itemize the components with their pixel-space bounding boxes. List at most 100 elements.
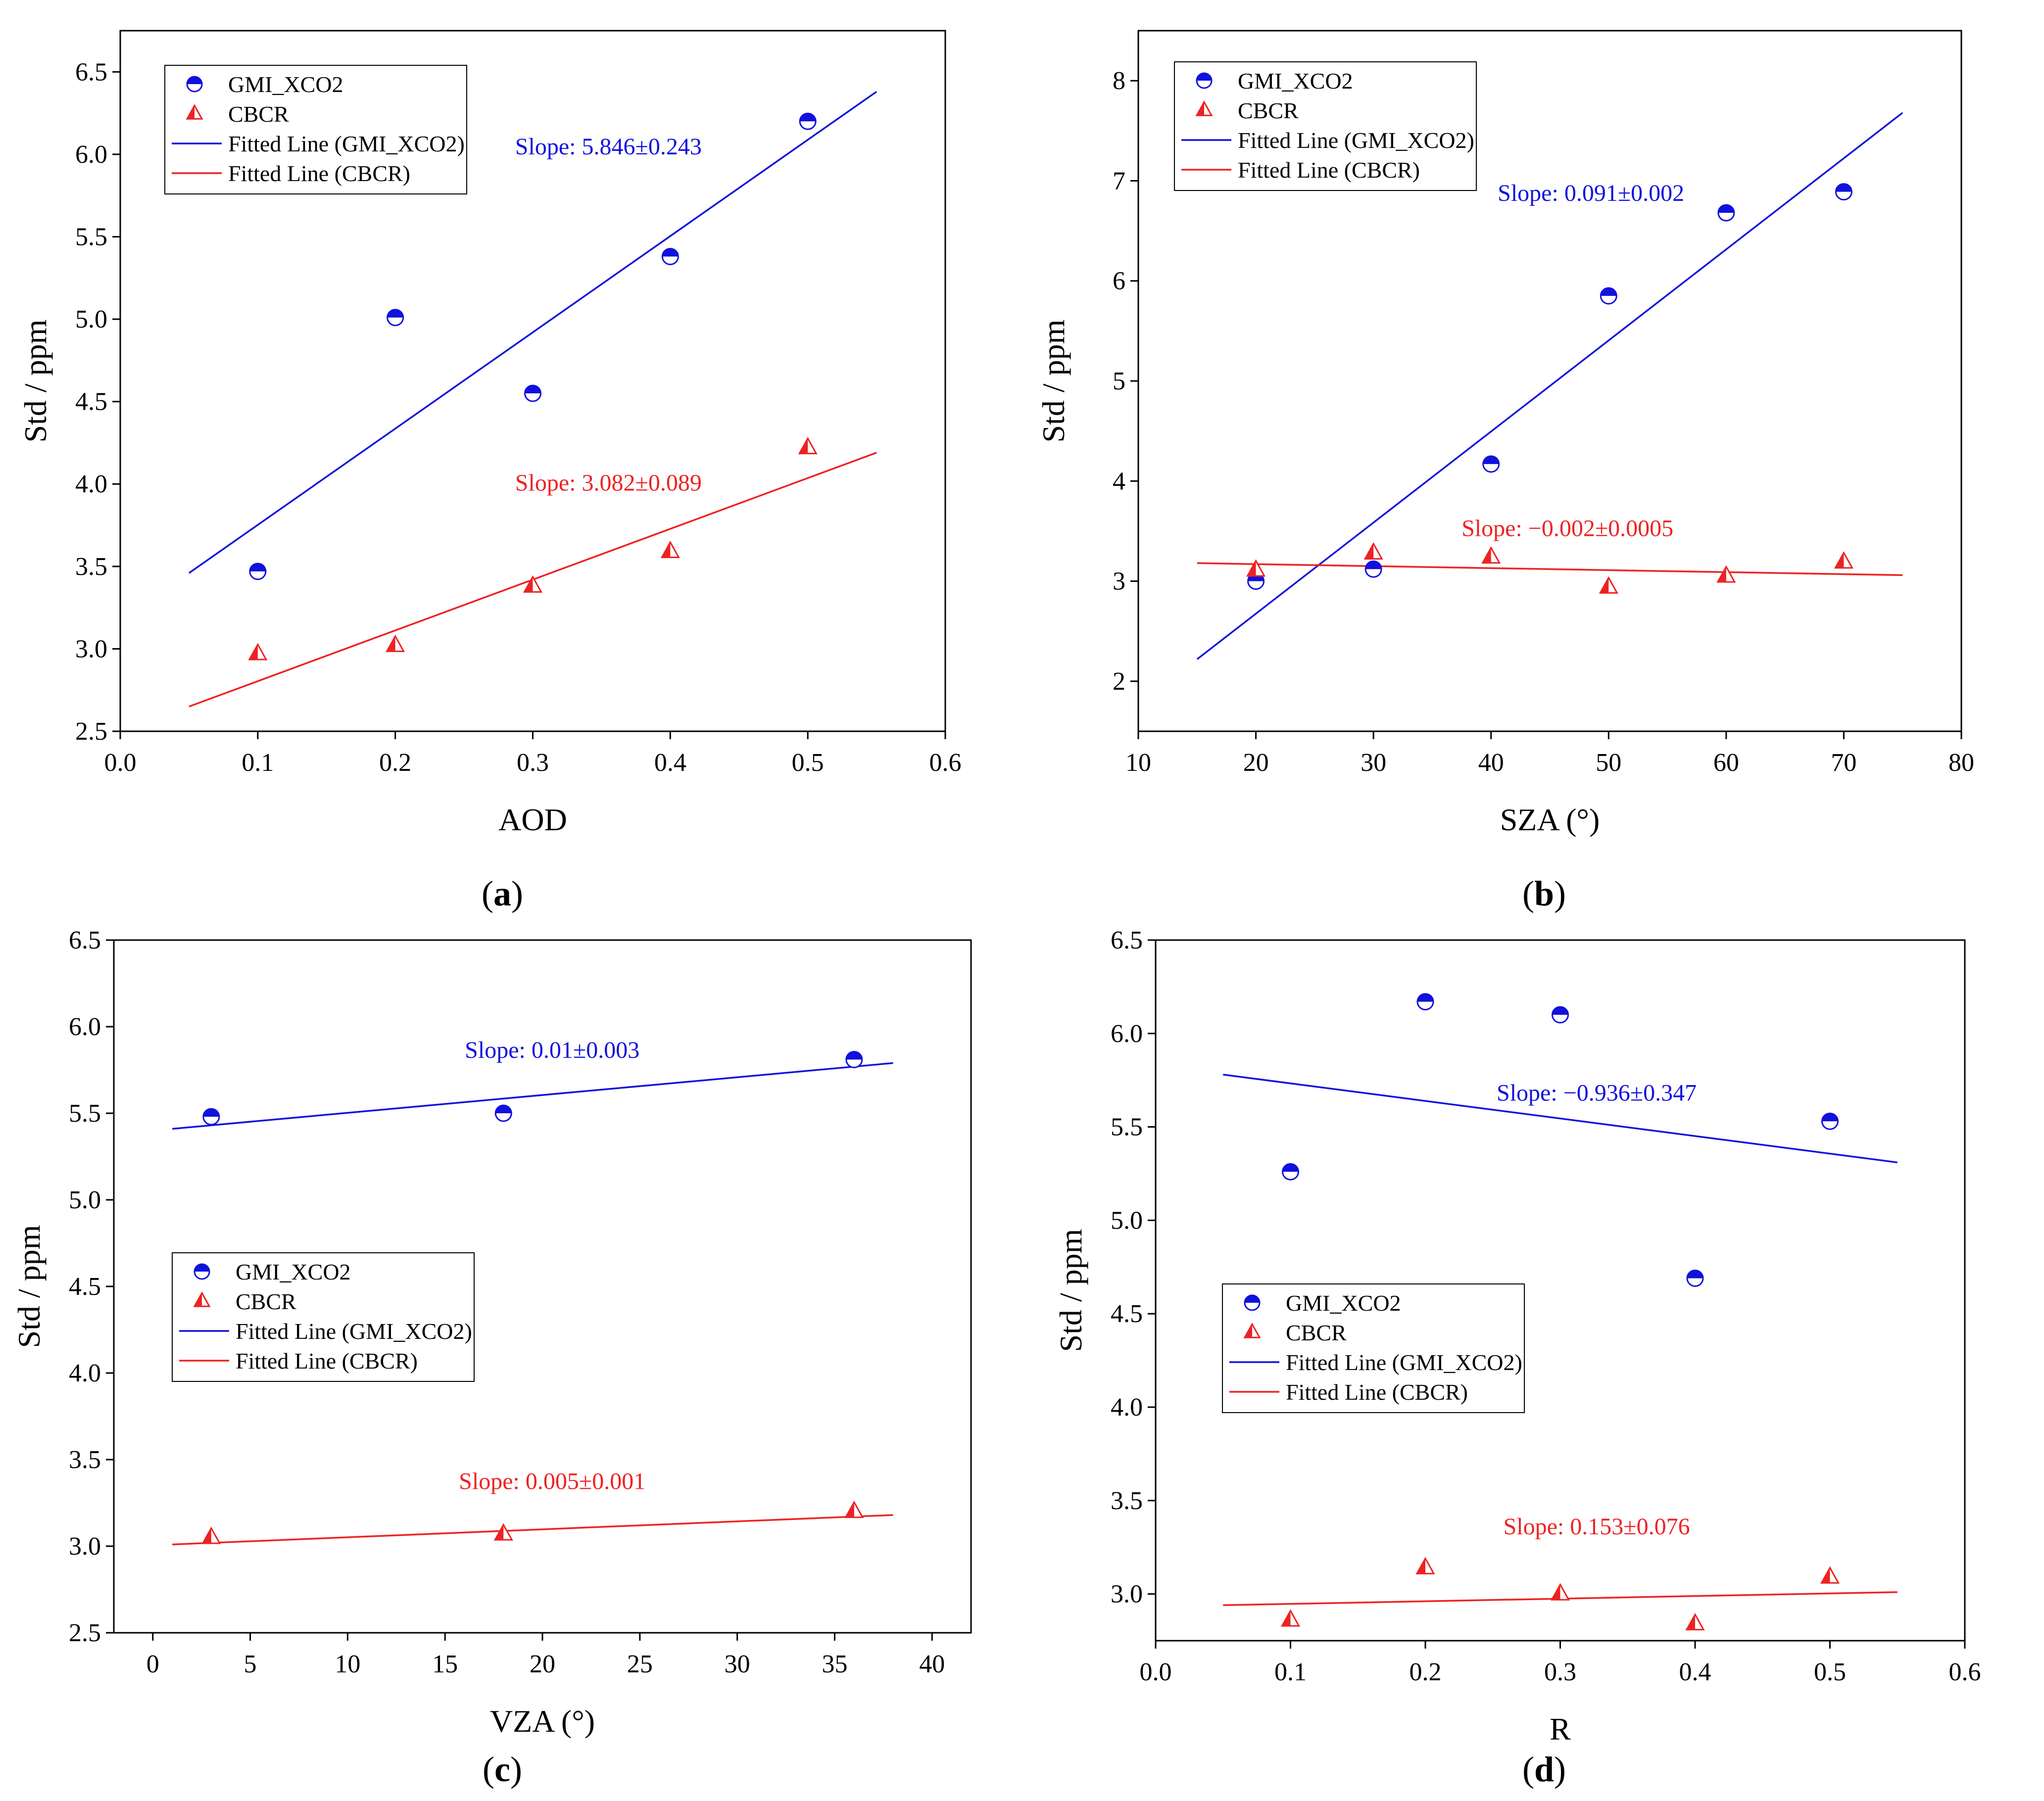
fit-line-gmi	[1223, 1074, 1898, 1164]
point-cbcr	[1550, 1583, 1570, 1601]
x-tick-label: 20	[530, 1650, 555, 1678]
x-axis-label: R	[1550, 1711, 1571, 1747]
point-gmi	[1600, 287, 1617, 305]
fit-line-gmi	[172, 1062, 893, 1130]
x-axis-label: AOD	[498, 802, 567, 837]
slope-label-cbcr: Slope: 0.153±0.076	[1504, 1514, 1690, 1540]
point-cbcr	[660, 540, 680, 558]
x-tick-label: 0.1	[1274, 1658, 1307, 1686]
y-tick-label: 4.0	[1111, 1393, 1143, 1422]
x-tick-label: 60	[1713, 749, 1739, 777]
point-cbcr	[1363, 542, 1383, 560]
panel-c: 0 5 10 15 20 25 30 35 40 2.5 3.0 3.5 4.0 4.5 5.0 5.5 6.0…	[11, 926, 972, 1789]
x-tick-label: 0.6	[929, 749, 962, 777]
point-gmi	[1717, 204, 1735, 222]
y-tick-label: 3.0	[75, 635, 107, 663]
y-axis-label: Std / ppm	[1053, 1229, 1088, 1352]
x-tick-label: 20	[1243, 749, 1269, 777]
y-tick-label: 7	[1113, 167, 1125, 195]
x-tick-label: 40	[919, 1650, 945, 1678]
legend-entry-cbcr: CBCR	[236, 1289, 296, 1314]
y-tick-label: 4.0	[69, 1359, 101, 1387]
point-cbcr	[1599, 576, 1618, 594]
x-tick-label: 0	[146, 1650, 159, 1678]
panel-caption: (c)	[483, 1750, 522, 1789]
legend-entry-fit-gmi: Fitted Line (GMI_XCO2)	[1238, 128, 1474, 153]
x-tick-label: 35	[822, 1650, 847, 1678]
x-tick-label: 0.2	[379, 749, 411, 777]
y-tick-label: 5.5	[75, 223, 107, 251]
point-gmi	[524, 384, 541, 402]
y-tick-label: 3.0	[69, 1532, 101, 1561]
legend-marker-cbcr	[186, 104, 203, 120]
fit-line-cbcr	[172, 1514, 893, 1546]
y-axis-label: Std / ppm	[18, 320, 53, 443]
legend-marker-cbcr	[1243, 1323, 1261, 1338]
legend-entry-cbcr: CBCR	[1238, 98, 1299, 123]
point-cbcr	[1246, 559, 1266, 577]
y-tick-label: 8	[1113, 67, 1125, 95]
point-cbcr	[523, 575, 543, 593]
y-axis-label: Std / ppm	[1036, 320, 1071, 443]
panel-d: 0.0 0.1 0.2 0.3 0.4 0.5 0.6 3.0 3.5 4.0 4.5 5.0 5.5 6…	[1053, 926, 1981, 1789]
slope-label-cbcr: Slope: 0.005±0.001	[459, 1469, 645, 1495]
legend-marker-gmi	[186, 76, 203, 93]
y-tick-label: 3.5	[1111, 1487, 1143, 1515]
point-cbcr	[493, 1523, 513, 1541]
y-tick-label: 6.0	[1111, 1020, 1143, 1048]
y-tick-label: 6.5	[1111, 926, 1143, 954]
point-gmi	[1364, 560, 1382, 578]
x-tick-label: 0.2	[1410, 1658, 1442, 1686]
x-tick-label: 0.4	[654, 749, 686, 777]
x-tick-label: 0.3	[1544, 1658, 1576, 1686]
legend-entry-fit-cbcr: Fitted Line (CBCR)	[1286, 1379, 1468, 1405]
x-tick-label: 40	[1478, 749, 1504, 777]
x-tick-label: 15	[432, 1650, 458, 1678]
legend-entry-gmi: GMI_XCO2	[236, 1259, 351, 1284]
y-tick-label: 5.0	[75, 305, 107, 333]
legend-marker-cbcr	[193, 1291, 211, 1307]
y-tick-label: 6.5	[69, 926, 101, 954]
x-tick-label: 0.5	[792, 749, 824, 777]
slope-label-gmi: Slope: 5.846±0.243	[515, 134, 702, 160]
legend-entry-cbcr: CBCR	[228, 101, 289, 127]
point-gmi	[1821, 1112, 1839, 1130]
x-tick-label: 30	[1361, 749, 1386, 777]
panel-caption: (a)	[482, 874, 523, 913]
x-tick-label: 50	[1596, 749, 1621, 777]
y-tick-label: 5.0	[69, 1186, 101, 1214]
legend-entry-fit-cbcr: Fitted Line (CBCR)	[236, 1348, 418, 1374]
y-tick-label: 3	[1113, 568, 1125, 596]
legend-marker-gmi	[194, 1263, 210, 1280]
legend-entry-gmi: GMI_XCO2	[1238, 68, 1353, 94]
point-gmi	[202, 1108, 220, 1126]
x-tick-label: 0.5	[1814, 1658, 1846, 1686]
fit-line-gmi	[188, 91, 877, 574]
x-tick-label: 10	[335, 1650, 360, 1678]
point-gmi	[387, 309, 404, 327]
y-tick-label: 2.5	[75, 717, 107, 746]
y-tick-label: 4.0	[75, 470, 107, 498]
point-cbcr	[248, 643, 268, 661]
point-cbcr	[1685, 1612, 1705, 1631]
y-tick-label: 6.5	[75, 58, 107, 86]
y-tick-label: 6.0	[69, 1013, 101, 1041]
x-tick-label: 5	[244, 1650, 257, 1678]
point-gmi	[1416, 993, 1434, 1011]
point-cbcr	[844, 1500, 864, 1518]
fit-line-gmi	[1196, 112, 1903, 660]
y-tick-label: 4.5	[69, 1273, 101, 1301]
y-tick-label: 5.0	[1111, 1206, 1143, 1234]
y-tick-label: 2	[1113, 667, 1125, 696]
x-tick-label: 30	[725, 1650, 750, 1678]
x-tick-label: 70	[1831, 749, 1856, 777]
point-cbcr	[1820, 1566, 1840, 1584]
panel-a: 0.0 0.1 0.2 0.3 0.4 0.5 0.6 2.5 3.0 3.5 4.0 4.5 5.0 5…	[18, 30, 962, 913]
point-gmi	[799, 112, 817, 130]
x-axis-label: SZA (°)	[1500, 802, 1600, 837]
legend-marker-cbcr	[1195, 100, 1213, 116]
x-tick-label: 10	[1125, 749, 1151, 777]
y-tick-label: 2.5	[69, 1619, 101, 1647]
legend-entry-fit-gmi: Fitted Line (GMI_XCO2)	[228, 131, 465, 156]
